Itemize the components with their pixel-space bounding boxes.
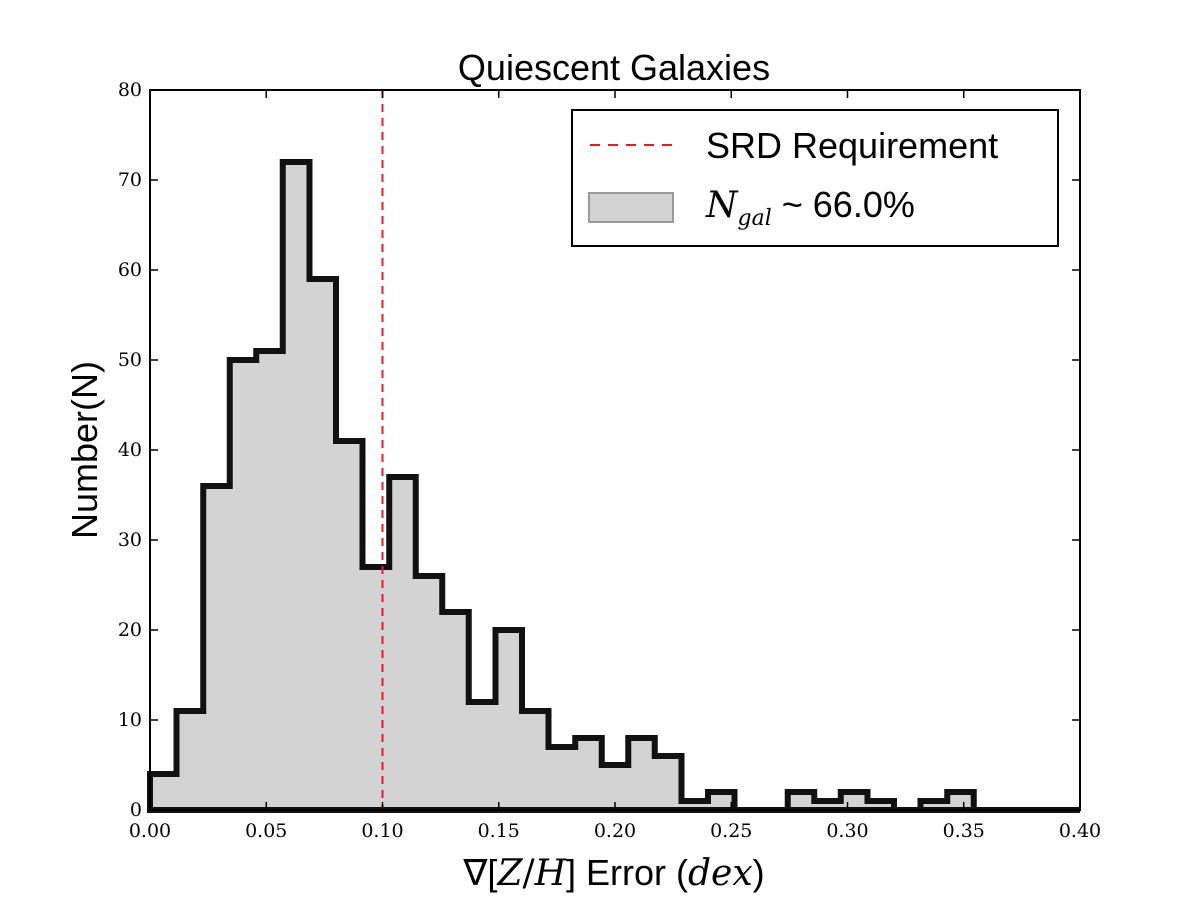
y-tick-label: 80 xyxy=(118,79,142,101)
y-tick-label: 70 xyxy=(118,169,142,191)
x-tick-label: 0.05 xyxy=(245,820,287,842)
legend-label-srd: SRD Requirement xyxy=(706,125,998,166)
legend-label-ngal: Ngal ~ 66.0% xyxy=(705,184,915,231)
x-tick-label: 0.30 xyxy=(826,820,868,842)
y-axis-label: Number(N) xyxy=(64,361,105,539)
x-tick-label: 0.25 xyxy=(710,820,752,842)
y-tick-label: 60 xyxy=(118,259,142,281)
y-tick-label: 0 xyxy=(130,799,142,821)
legend-box xyxy=(571,109,1059,247)
chart-title: Quiescent Galaxies xyxy=(458,47,770,88)
y-tick-label: 50 xyxy=(118,349,142,371)
axis-ticks: 0.00 0.05 0.10 0.15 0.20 0.25 0.30 0.35 0.40 0 10 2… xyxy=(118,79,1101,842)
x-tick-label: 0.20 xyxy=(594,820,636,842)
x-tick-label: 0.40 xyxy=(1059,820,1101,842)
y-tick-label: 20 xyxy=(118,619,142,641)
histogram-step-outline xyxy=(147,159,1080,813)
y-tick-label: 10 xyxy=(118,709,142,731)
x-tick-label: 0.00 xyxy=(129,820,171,842)
histogram-bars xyxy=(147,159,1080,813)
x-tick-label: 0.15 xyxy=(478,820,520,842)
x-tick-label: 0.10 xyxy=(361,820,403,842)
y-tick-label: 30 xyxy=(118,529,142,551)
x-axis-label: ∇[Z/H] Error (dex) xyxy=(462,852,764,894)
legend: SRD Requirement Ngal ~ 66.0% xyxy=(571,109,1059,247)
x-tick-label: 0.35 xyxy=(943,820,985,842)
legend-swatch-ngal-patch xyxy=(588,192,674,223)
y-tick-label: 40 xyxy=(118,439,142,461)
